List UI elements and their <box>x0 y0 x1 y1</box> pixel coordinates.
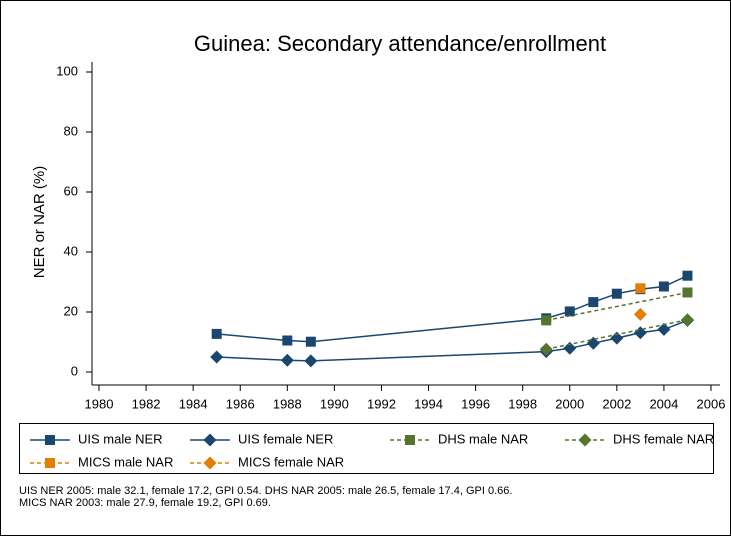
y-tick-label: 0 <box>71 363 78 378</box>
legend-label: DHS male NAR <box>438 431 528 446</box>
point <box>633 307 647 321</box>
point <box>657 322 671 336</box>
point <box>680 313 694 327</box>
point <box>280 353 294 367</box>
point <box>282 335 293 346</box>
x-tick-label: 1990 <box>320 396 349 411</box>
legend-marker <box>203 433 217 447</box>
legend-marker <box>45 458 55 468</box>
y-axis-label: NER or NAR (%) <box>31 166 48 279</box>
legend-marker <box>405 435 415 445</box>
x-tick-label: 1984 <box>179 396 208 411</box>
x-tick-label: 2000 <box>555 396 584 411</box>
legend-marker <box>203 456 217 470</box>
x-tick-label: 1980 <box>85 396 114 411</box>
x-tick-label: 1982 <box>132 396 161 411</box>
legend-label: UIS female NER <box>238 431 333 446</box>
legend-label: UIS male NER <box>78 431 163 446</box>
point <box>211 328 222 339</box>
x-tick-label: 1998 <box>508 396 537 411</box>
note: UIS NER 2005: male 32.1, female 17.2, GP… <box>19 485 512 497</box>
x-tick-label: 1994 <box>414 396 443 411</box>
series-line <box>216 319 688 362</box>
series-line <box>216 275 688 343</box>
point <box>304 354 318 368</box>
x-tick-label: 1986 <box>226 396 255 411</box>
legend-marker <box>578 433 592 447</box>
point <box>305 336 316 347</box>
point <box>610 331 624 345</box>
legend-marker <box>45 435 55 445</box>
chart-title: Guinea: Secondary attendance/enrollment <box>194 31 606 56</box>
point <box>682 270 693 281</box>
legend-label: DHS female NAR <box>613 431 714 446</box>
x-tick-label: 1996 <box>461 396 490 411</box>
y-tick-label: 20 <box>64 303 78 318</box>
point <box>635 283 646 294</box>
x-tick-label: 2004 <box>649 396 678 411</box>
point <box>563 341 577 355</box>
note: MICS NAR 2003: male 27.9, female 19.2, G… <box>19 497 271 509</box>
y-tick-label: 40 <box>64 243 78 258</box>
legend-label: MICS male NAR <box>78 454 173 469</box>
point <box>541 315 552 326</box>
point <box>588 297 599 308</box>
legend-label: MICS female NAR <box>238 454 344 469</box>
point <box>539 342 553 356</box>
point <box>611 288 622 299</box>
series-line <box>546 291 688 322</box>
legend-box <box>19 423 714 474</box>
x-tick-label: 1992 <box>367 396 396 411</box>
x-tick-label: 2006 <box>697 396 726 411</box>
y-tick-label: 60 <box>64 183 78 198</box>
point <box>658 281 669 292</box>
y-tick-label: 80 <box>64 123 78 138</box>
point <box>210 350 224 364</box>
point <box>682 287 693 298</box>
x-tick-label: 1988 <box>273 396 302 411</box>
series-line <box>546 319 688 350</box>
y-tick-label: 100 <box>56 63 78 78</box>
x-tick-label: 2002 <box>602 396 631 411</box>
point <box>564 306 575 317</box>
